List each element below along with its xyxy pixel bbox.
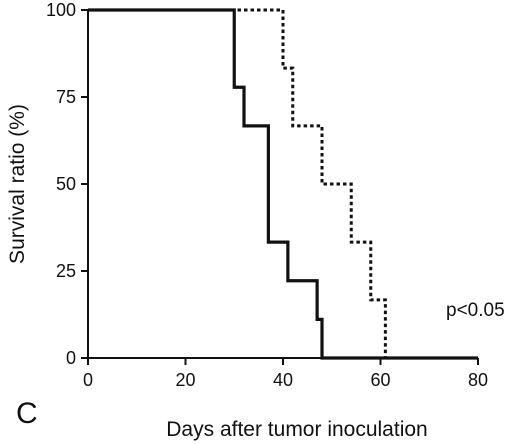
solid-series-line [88,8,478,360]
y-tick-label: 25 [56,261,76,281]
panel-label: C [16,397,38,430]
x-ticks: 0 20 40 60 80 [83,358,488,390]
y-axis-label: Survival ratio (%) [6,104,29,264]
y-ticks: 0 25 50 75 100 [46,0,88,368]
y-tick-label: 100 [46,0,76,20]
x-tick-label: 0 [83,370,93,390]
x-axis-label: Days after tumor inoculation [166,418,427,441]
annotation-pvalue: p<0.05 [446,300,505,321]
dotted-series-line [88,8,478,360]
y-tick-label: 0 [66,348,76,368]
x-tick-label: 60 [370,370,390,390]
y-tick-label: 50 [56,174,76,194]
x-tick-label: 20 [175,370,195,390]
x-tick-label: 80 [468,370,488,390]
series-lines [88,8,478,360]
y-tick-label: 75 [56,87,76,107]
x-tick-label: 40 [273,370,293,390]
